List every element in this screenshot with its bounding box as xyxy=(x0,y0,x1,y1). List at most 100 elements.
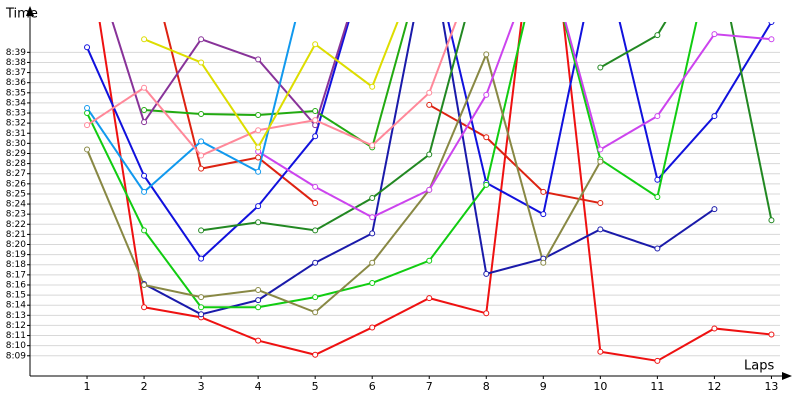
data-point xyxy=(768,36,775,43)
data-point xyxy=(369,142,376,149)
data-point xyxy=(426,257,433,264)
y-tick-label: 8:17 xyxy=(6,270,26,280)
data-point xyxy=(483,310,490,317)
series-line xyxy=(111,22,349,128)
y-tick-label: 8:39 xyxy=(6,48,26,58)
data-point xyxy=(255,297,262,304)
data-point xyxy=(426,186,433,193)
series-line xyxy=(86,22,457,157)
data-point xyxy=(711,206,718,213)
data-point xyxy=(312,41,319,48)
data-point xyxy=(255,56,262,63)
y-tick-label: 8:26 xyxy=(6,179,26,189)
data-point xyxy=(312,122,319,129)
data-point xyxy=(141,172,148,179)
y-tick-label: 8:19 xyxy=(6,250,26,260)
data-point xyxy=(711,325,718,332)
data-point xyxy=(483,134,490,141)
data-point xyxy=(255,287,262,294)
y-tick-label: 8:28 xyxy=(6,159,26,169)
data-point xyxy=(198,36,205,43)
data-point xyxy=(369,83,376,90)
series-line xyxy=(257,22,772,219)
x-tick-label: 2 xyxy=(141,380,148,393)
data-point xyxy=(654,176,661,183)
data-point xyxy=(255,144,262,151)
data-point xyxy=(768,22,775,25)
y-tick-label: 8:34 xyxy=(6,98,26,108)
data-point xyxy=(255,219,262,226)
y-tick-label: 8:20 xyxy=(6,240,26,250)
data-point xyxy=(540,259,547,266)
data-point xyxy=(312,259,319,266)
data-point xyxy=(198,111,205,118)
data-point xyxy=(483,270,490,277)
x-tick-label: 12 xyxy=(707,380,721,393)
series-line xyxy=(200,22,773,232)
data-point xyxy=(141,84,148,91)
x-tick-label: 1 xyxy=(84,380,91,393)
data-point xyxy=(597,200,604,207)
data-point xyxy=(198,138,205,145)
x-tick-label: 7 xyxy=(426,380,433,393)
y-tick-label: 8:09 xyxy=(6,351,26,361)
x-tick-label: 11 xyxy=(650,380,664,393)
y-tick-label: 8:14 xyxy=(6,301,26,311)
data-point xyxy=(483,181,490,188)
data-point xyxy=(597,348,604,355)
x-tick-label: 6 xyxy=(369,380,376,393)
y-tick-label: 8:25 xyxy=(6,189,26,199)
data-point xyxy=(426,101,433,108)
data-point xyxy=(426,295,433,302)
y-tick-label: 8:22 xyxy=(6,220,26,230)
data-point xyxy=(369,194,376,201)
data-point xyxy=(141,36,148,43)
y-tick-label: 8:30 xyxy=(6,139,26,149)
y-tick-label: 8:21 xyxy=(6,230,26,240)
data-point xyxy=(255,127,262,134)
series-line xyxy=(143,22,408,149)
x-tick-label: 13 xyxy=(764,380,778,393)
data-point xyxy=(483,51,490,58)
data-point xyxy=(312,227,319,234)
data-point xyxy=(426,89,433,96)
y-tick-label: 8:13 xyxy=(6,311,26,321)
y-tick-label: 8:27 xyxy=(6,169,26,179)
data-point xyxy=(255,154,262,161)
data-point xyxy=(597,146,604,153)
data-point xyxy=(141,227,148,234)
data-point xyxy=(141,304,148,311)
data-point xyxy=(369,230,376,237)
data-point xyxy=(198,255,205,262)
data-point xyxy=(312,200,319,207)
data-point xyxy=(84,146,91,153)
data-point xyxy=(597,226,604,233)
y-tick-label: 8:31 xyxy=(6,129,26,139)
data-point xyxy=(141,106,148,113)
y-tick-label: 8:18 xyxy=(6,260,26,270)
data-point xyxy=(540,211,547,218)
series-line xyxy=(143,22,399,150)
data-point xyxy=(198,304,205,311)
data-point xyxy=(654,245,661,252)
data-point xyxy=(711,113,718,120)
data-point xyxy=(255,168,262,175)
data-point xyxy=(597,64,604,71)
data-point xyxy=(597,158,604,165)
data-point xyxy=(369,279,376,286)
data-point xyxy=(255,304,262,311)
data-point xyxy=(198,294,205,301)
data-point xyxy=(255,203,262,210)
y-tick-label: 8:33 xyxy=(6,109,26,119)
y-tick-label: 8:23 xyxy=(6,210,26,220)
y-tick-label: 8:15 xyxy=(6,291,26,301)
data-point xyxy=(84,44,91,51)
data-point xyxy=(255,112,262,119)
x-tick-label: 10 xyxy=(593,380,607,393)
data-point xyxy=(141,188,148,195)
y-tick-label: 8:35 xyxy=(6,88,26,98)
data-point xyxy=(369,259,376,266)
data-point xyxy=(141,281,148,288)
data-point xyxy=(312,133,319,140)
